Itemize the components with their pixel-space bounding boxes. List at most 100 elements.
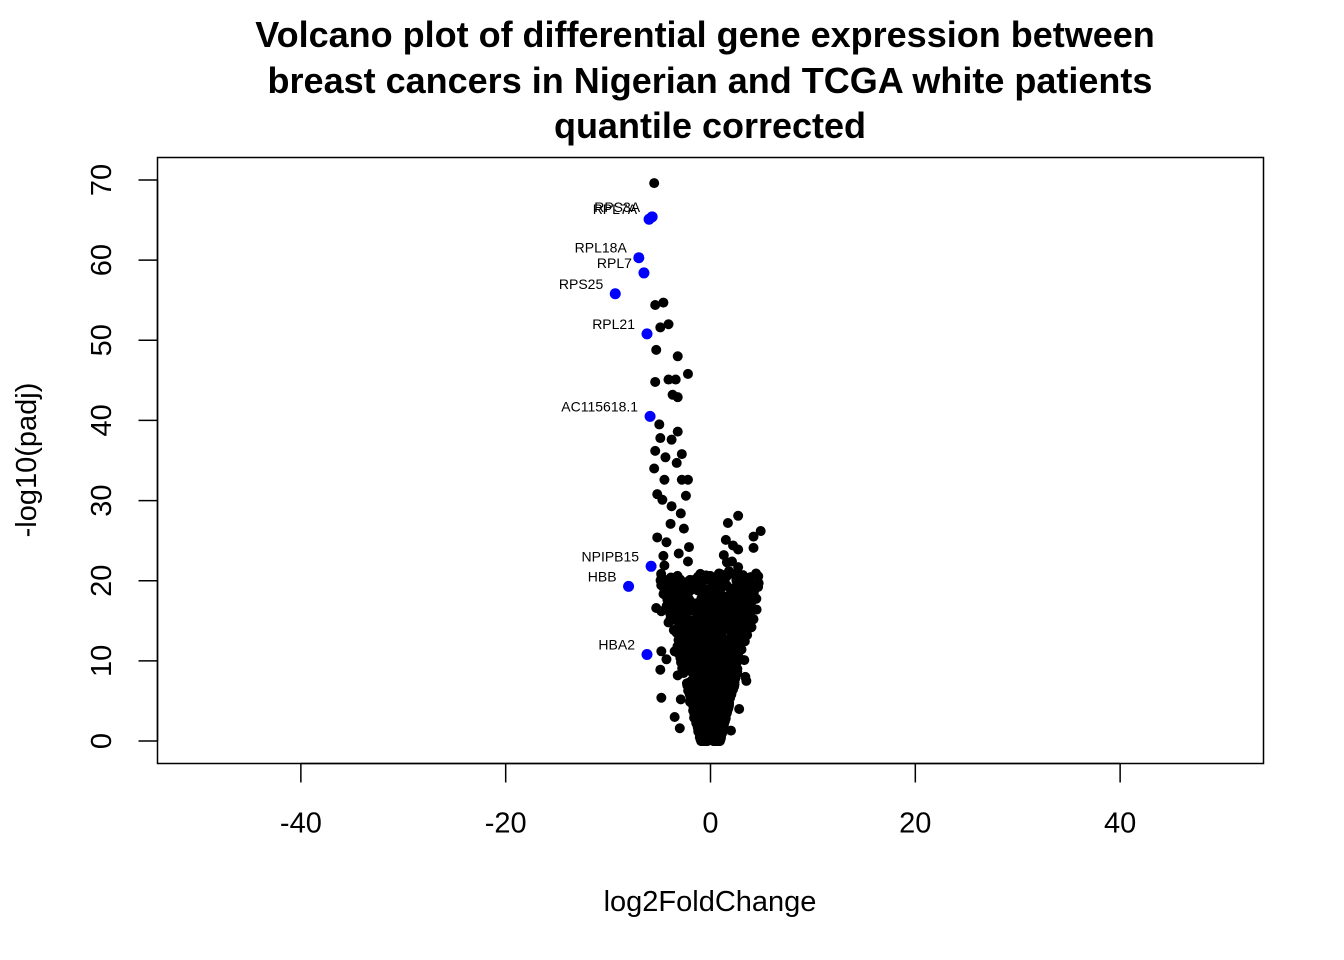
data-point (698, 645, 708, 655)
gene-label-hba2: HBA2 (598, 636, 635, 652)
chart-title-line-1: Volcano plot of differential gene expres… (255, 14, 1155, 55)
data-point (660, 452, 670, 462)
data-point (683, 369, 693, 379)
data-point (720, 675, 730, 685)
data-point (664, 319, 674, 329)
chart-title-line-3: quantile corrected (554, 105, 866, 146)
data-point (661, 537, 671, 547)
y-tick-label: 0 (86, 733, 118, 749)
data-point (730, 609, 740, 619)
y-tick-label: 60 (86, 244, 118, 276)
data-point (724, 566, 734, 576)
highlight-point-rpl7a (644, 214, 655, 225)
y-tick-label: 20 (86, 565, 118, 597)
data-point (725, 589, 735, 599)
data-point (673, 392, 683, 402)
data-point (717, 688, 727, 698)
data-point (658, 579, 668, 589)
data-point (655, 665, 665, 675)
data-point (729, 668, 739, 678)
data-point (667, 435, 677, 445)
gene-label-rpl18a: RPL18A (575, 240, 628, 256)
data-point (696, 672, 706, 682)
data-point (679, 658, 689, 668)
data-point (666, 519, 676, 529)
data-point (649, 464, 659, 474)
data-point (708, 667, 718, 677)
highlight-point-hbb (623, 581, 634, 592)
data-point (658, 551, 668, 561)
y-tick-label: 30 (86, 484, 118, 516)
data-point (699, 708, 709, 718)
data-point (671, 375, 681, 385)
highlight-point-hba2 (642, 649, 653, 660)
x-tick-label: 20 (899, 808, 931, 840)
data-point (661, 654, 671, 664)
data-point (715, 700, 725, 710)
y-tick-label: 70 (86, 164, 118, 196)
data-point (722, 661, 732, 671)
data-point (656, 606, 666, 616)
data-point (733, 562, 743, 572)
data-point (749, 532, 759, 542)
data-point (672, 628, 682, 638)
data-point (737, 593, 747, 603)
data-point (670, 712, 680, 722)
data-point (741, 676, 751, 686)
data-point (673, 351, 683, 361)
data-point (681, 491, 691, 501)
highlight-point-npipb15 (646, 561, 657, 572)
gene-label-rpl21: RPL21 (592, 316, 635, 332)
data-point (674, 548, 684, 558)
data-point (731, 653, 741, 663)
y-tick-label: 40 (86, 404, 118, 436)
data-point (664, 617, 674, 627)
gene-label-ac115618.1: AC115618.1 (561, 398, 638, 414)
data-point (658, 298, 668, 308)
data-point (683, 557, 693, 567)
data-point (697, 621, 707, 631)
highlight-point-rpl7 (638, 267, 649, 278)
data-point (721, 601, 731, 611)
data-point (659, 561, 669, 571)
x-tick-label: -20 (485, 808, 527, 840)
data-point (649, 178, 659, 188)
highlight-point-rpl21 (642, 328, 653, 339)
data-point (734, 704, 744, 714)
data-point (695, 598, 705, 608)
data-point (651, 345, 661, 355)
data-point (673, 427, 683, 437)
data-point (697, 691, 707, 701)
data-point (655, 433, 665, 443)
data-point (667, 573, 677, 583)
data-point (688, 686, 698, 696)
data-point (753, 571, 763, 581)
data-point (746, 622, 756, 632)
x-tick-label: -40 (280, 808, 322, 840)
highlight-point-rpl18a (633, 252, 644, 263)
data-point (650, 446, 660, 456)
data-point (677, 583, 687, 593)
data-point (726, 726, 736, 736)
data-point (667, 501, 677, 511)
y-tick-label: 10 (86, 645, 118, 677)
data-point (675, 723, 685, 733)
gene-label-rps25: RPS25 (559, 276, 604, 292)
chart-title-line-2: breast cancers in Nigerian and TCGA whit… (268, 60, 1153, 101)
data-point (685, 697, 695, 707)
data-point (684, 542, 694, 552)
y-axis-label: -log10(padj) (11, 383, 43, 538)
data-point (701, 570, 711, 580)
data-point (657, 495, 667, 505)
data-point (726, 627, 736, 637)
highlight-point-rps25 (610, 288, 621, 299)
data-point (650, 377, 660, 387)
data-point (670, 646, 680, 656)
data-point (749, 543, 759, 553)
data-point (673, 670, 683, 680)
data-point (752, 605, 762, 615)
x-tick-label: 40 (1104, 808, 1136, 840)
data-point (744, 585, 754, 595)
gene-label-rpl7a: RPL7A (593, 201, 638, 217)
y-tick-label: 50 (86, 324, 118, 356)
